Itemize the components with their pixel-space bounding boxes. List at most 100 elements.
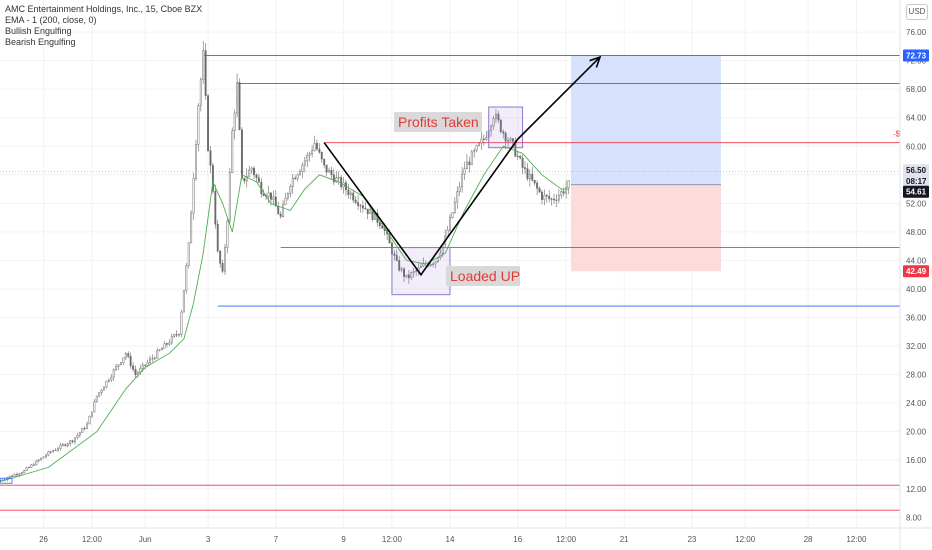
x-tick-label: 7 (274, 535, 279, 544)
horizontal-levels (0, 54, 900, 511)
candle-body (25, 467, 28, 471)
candle-body (400, 268, 403, 271)
arrow-path (323, 56, 601, 277)
candle-body (557, 195, 560, 201)
candle-body (110, 376, 113, 381)
candle-body (231, 130, 234, 173)
candle-body (330, 169, 333, 176)
candle-body (393, 253, 396, 256)
candle-body (531, 173, 534, 181)
x-tick-label: 23 (687, 535, 696, 544)
candle-body (289, 186, 292, 194)
candle-body (538, 188, 541, 193)
highlight-boxes (391, 106, 524, 296)
candlestick-series (0, 40, 570, 482)
entry-price-badge-bg (903, 185, 929, 198)
candle-body (286, 193, 289, 199)
candle-body (405, 274, 408, 277)
candle-body (468, 161, 471, 165)
candle-body (567, 180, 570, 188)
ema-line (0, 145, 569, 483)
legend-ema[interactable]: EMA - 1 (200, close, 0) (5, 15, 97, 25)
start-marker (0, 477, 13, 484)
candle-body (412, 271, 415, 274)
candle-body (221, 263, 224, 272)
candle-body (190, 212, 193, 244)
candle-body (492, 118, 495, 127)
candle-body (272, 196, 275, 200)
x-tick-label: 12:00 (846, 535, 867, 544)
candle-body (420, 265, 422, 268)
candle-body (299, 171, 301, 176)
candle-body (311, 150, 314, 155)
legend-bearish-engulfing[interactable]: Bearish Engulfing (5, 37, 76, 47)
candle-body (461, 173, 464, 188)
candle-body (170, 336, 173, 344)
candle-body (136, 372, 139, 376)
y-tick-label: 44.00 (906, 256, 927, 265)
candle-body (543, 194, 546, 200)
candle-body (71, 440, 74, 443)
target-price-badge: 72.73 (906, 51, 927, 60)
candle-body (149, 358, 151, 363)
candle-body (262, 193, 265, 196)
candle-body (528, 173, 531, 180)
candle-body (248, 169, 251, 177)
candle-body (93, 401, 96, 413)
candle-body (511, 138, 514, 142)
candle-body (253, 167, 255, 176)
candle-body (398, 260, 401, 271)
candle-body (178, 334, 180, 336)
candle-body (207, 95, 210, 151)
currency-button[interactable]: USD (906, 4, 928, 20)
candle-body (23, 470, 26, 473)
candle-body (407, 274, 410, 279)
candle-body (497, 113, 500, 121)
candle-body (83, 428, 86, 430)
profits-taken-label: Profits Taken (398, 114, 479, 130)
candle-body (117, 364, 120, 367)
candle-body (173, 334, 176, 337)
candle-body (470, 151, 473, 165)
candle-body (47, 451, 50, 456)
candle-body (536, 182, 539, 189)
candle-body (57, 448, 60, 451)
countdown-badge: 08:17 (906, 177, 927, 186)
candle-body (103, 386, 105, 391)
y-tick-label: 68.00 (906, 85, 927, 94)
candle-body (95, 395, 98, 402)
candle-body (482, 138, 485, 140)
candle-body (216, 223, 219, 252)
candle-body (245, 176, 248, 182)
candle-body (395, 255, 398, 261)
y-tick-label: 64.00 (906, 114, 927, 123)
candle-body (303, 160, 306, 166)
legend-bullish-engulfing[interactable]: Bullish Engulfing (5, 26, 72, 36)
candle-body (359, 205, 362, 207)
candle-body (204, 50, 207, 96)
y-tick-label: 32.00 (906, 342, 927, 351)
candle-body (340, 177, 343, 188)
candle-body (185, 265, 188, 291)
candle-body (98, 392, 101, 397)
candle-body (313, 142, 316, 151)
candle-body (415, 270, 418, 272)
candle-body (562, 191, 565, 194)
candle-body (76, 434, 79, 439)
candle-body (318, 148, 321, 153)
ema-series-line (0, 145, 569, 483)
stop-price-badge: 42.49 (906, 267, 927, 276)
candle-body (233, 112, 236, 132)
candle-body (250, 167, 253, 171)
candle-body (187, 242, 190, 266)
x-tick-label: Jun (139, 535, 152, 544)
candle-body (446, 229, 449, 237)
candle-body (347, 189, 350, 195)
stop-price-badge-bg (903, 265, 929, 278)
candle-body (323, 158, 326, 166)
x-tick-label: 12:00 (82, 535, 103, 544)
candle-body (296, 174, 299, 180)
candle-body (277, 206, 280, 215)
candle-body (35, 460, 38, 466)
